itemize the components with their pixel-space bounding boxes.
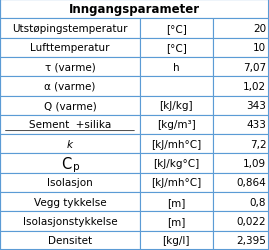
FancyBboxPatch shape — [140, 96, 213, 116]
Text: 0,022: 0,022 — [237, 216, 266, 226]
FancyBboxPatch shape — [213, 173, 269, 192]
FancyBboxPatch shape — [213, 192, 269, 212]
Text: 7,2: 7,2 — [250, 139, 266, 149]
Text: [°C]: [°C] — [166, 24, 187, 34]
Text: 20: 20 — [253, 24, 266, 34]
Text: 0,864: 0,864 — [236, 178, 266, 188]
FancyBboxPatch shape — [0, 38, 140, 58]
FancyBboxPatch shape — [0, 19, 140, 38]
Text: Utstøpingstemperatur: Utstøpingstemperatur — [12, 24, 128, 34]
Text: [kJ/kg°C]: [kJ/kg°C] — [153, 158, 199, 168]
FancyBboxPatch shape — [213, 134, 269, 154]
Text: [m]: [m] — [167, 197, 185, 207]
FancyBboxPatch shape — [140, 134, 213, 154]
FancyBboxPatch shape — [213, 38, 269, 58]
FancyBboxPatch shape — [140, 19, 213, 38]
FancyBboxPatch shape — [213, 154, 269, 173]
Text: 343: 343 — [246, 101, 266, 111]
FancyBboxPatch shape — [0, 0, 269, 19]
Text: Inngangsparameter: Inngangsparameter — [69, 3, 200, 16]
FancyBboxPatch shape — [0, 96, 140, 116]
FancyBboxPatch shape — [140, 58, 213, 77]
FancyBboxPatch shape — [213, 212, 269, 231]
Text: [kg/l]: [kg/l] — [162, 236, 190, 245]
FancyBboxPatch shape — [213, 231, 269, 250]
Text: Isolasjonstykkelse: Isolasjonstykkelse — [23, 216, 117, 226]
Text: Densitet: Densitet — [48, 236, 92, 245]
Text: [kJ/mh°C]: [kJ/mh°C] — [151, 178, 201, 188]
FancyBboxPatch shape — [0, 116, 140, 134]
Text: [m]: [m] — [167, 216, 185, 226]
Text: Lufttemperatur: Lufttemperatur — [30, 43, 110, 53]
Text: 2,395: 2,395 — [236, 236, 266, 245]
FancyBboxPatch shape — [0, 231, 140, 250]
FancyBboxPatch shape — [140, 231, 213, 250]
FancyBboxPatch shape — [0, 58, 140, 77]
FancyBboxPatch shape — [0, 134, 140, 154]
Text: h: h — [173, 62, 179, 72]
FancyBboxPatch shape — [0, 192, 140, 212]
FancyBboxPatch shape — [0, 212, 140, 231]
Text: 10: 10 — [253, 43, 266, 53]
FancyBboxPatch shape — [213, 96, 269, 116]
Text: Isolasjon: Isolasjon — [47, 178, 93, 188]
FancyBboxPatch shape — [0, 154, 140, 173]
Text: 0,8: 0,8 — [250, 197, 266, 207]
Text: 1,09: 1,09 — [243, 158, 266, 168]
FancyBboxPatch shape — [213, 19, 269, 38]
FancyBboxPatch shape — [213, 116, 269, 134]
FancyBboxPatch shape — [140, 38, 213, 58]
Text: 1,02: 1,02 — [243, 82, 266, 92]
Text: Q (varme): Q (varme) — [44, 101, 96, 111]
Text: [kg/m³]: [kg/m³] — [157, 120, 196, 130]
FancyBboxPatch shape — [140, 173, 213, 192]
FancyBboxPatch shape — [140, 192, 213, 212]
Text: τ (varme): τ (varme) — [45, 62, 95, 72]
Text: [kJ/mh°C]: [kJ/mh°C] — [151, 139, 201, 149]
Text: 433: 433 — [246, 120, 266, 130]
Text: C: C — [61, 156, 71, 171]
Text: Sement  +silika: Sement +silika — [29, 120, 111, 130]
Text: Vegg tykkelse: Vegg tykkelse — [34, 197, 106, 207]
Text: 7,07: 7,07 — [243, 62, 266, 72]
Text: p: p — [73, 162, 80, 172]
FancyBboxPatch shape — [213, 77, 269, 96]
Text: α (varme): α (varme) — [44, 82, 95, 92]
FancyBboxPatch shape — [140, 116, 213, 134]
Text: [°C]: [°C] — [166, 43, 187, 53]
FancyBboxPatch shape — [0, 173, 140, 192]
FancyBboxPatch shape — [0, 77, 140, 96]
Text: k: k — [67, 139, 73, 149]
FancyBboxPatch shape — [140, 212, 213, 231]
FancyBboxPatch shape — [213, 58, 269, 77]
FancyBboxPatch shape — [140, 154, 213, 173]
Text: [kJ/kg]: [kJ/kg] — [159, 101, 193, 111]
FancyBboxPatch shape — [140, 77, 213, 96]
